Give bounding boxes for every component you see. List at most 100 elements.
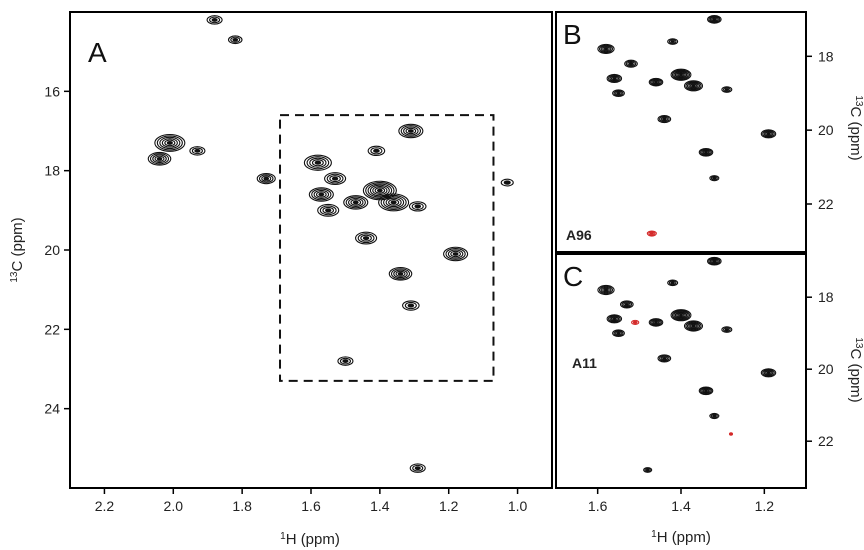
contour-ring [667,38,679,45]
contour-ring [712,259,717,263]
y-tick-label: 22 [44,321,60,337]
contour-ring [700,387,712,395]
contour-ring [331,176,339,181]
x-tick-label: 1.6 [588,498,608,514]
contour-ring [698,147,714,157]
contour-ring [689,83,698,89]
contour-peak [443,246,469,262]
contour-ring [624,59,638,68]
contour-ring [651,319,661,326]
contour-ring [606,314,623,324]
contour-ring [679,313,683,317]
contour-ring [698,386,714,396]
contour-ring [194,148,201,153]
contour-ring [390,200,397,205]
contour-ring [159,136,181,150]
contour-ring [232,37,239,42]
contour-ring [409,463,426,473]
contour-ring [616,91,621,95]
contour-ring [674,71,688,79]
contour-ring [503,180,511,185]
contour-ring [367,145,386,157]
contour-peak [189,146,206,156]
contour-ring [708,15,721,23]
contour-peak [760,129,777,139]
panel-a-x-axis-label: 1H (ppm) [280,531,340,549]
contour-ring [500,178,514,187]
contour-ring [648,318,664,327]
contour-ring [372,185,388,196]
contour-ring [303,154,332,171]
panel-c-letter: C [563,261,583,292]
contour-ring [674,311,688,319]
contour-peak [324,172,347,186]
contour-ring [643,467,653,473]
contour-ring [709,16,719,23]
contour-ring [662,356,667,360]
contour-ring [650,78,662,86]
contour-ring [619,300,634,309]
contour-ring [710,413,718,419]
contour-ring [721,86,733,93]
contour-ring [685,321,702,331]
contour-ring [263,176,270,181]
contour-ring [154,133,186,152]
contour-ring [627,61,635,67]
highlighted-peak [631,319,640,325]
contour-ring [683,80,704,92]
contour-ring [342,359,349,364]
contour-peak [500,178,514,187]
contour-ring [645,468,650,472]
contour-ring [624,302,629,306]
contour-ring [648,77,664,87]
contour-ring [712,176,717,180]
contour-ring [147,151,172,166]
contour-ring [600,45,612,53]
contour-ring [258,174,274,183]
contour-ring [597,43,615,55]
contour-peak [398,123,424,139]
contour-ring [762,130,775,138]
panel-c-peaks [597,256,777,473]
contour-ring [625,60,637,67]
contour-ring [631,319,640,325]
x-tick-label: 1.8 [232,498,252,514]
contour-ring [404,301,417,310]
contour-ring [447,249,464,259]
panel-c-ticks: 1.6 1.4 1.2 18 20 22 [588,289,834,514]
contour-ring [315,191,327,198]
contour-ring [390,268,411,280]
contour-ring [709,412,720,420]
contour-ring [166,140,173,145]
contour-ring [407,129,414,133]
contour-peak [707,256,722,266]
contour-ring [615,91,622,96]
x-tick-label: 1.2 [755,498,775,514]
contour-ring [408,201,427,212]
panel-b-letter: B [563,19,582,50]
contour-ring [724,88,730,92]
contour-ring [670,309,692,322]
contour-peak [648,318,664,327]
contour-peak [317,203,340,217]
contour-ring [685,81,702,91]
contour-ring [668,39,677,44]
contour-peak [343,195,369,210]
contour-ring [676,71,686,78]
contour-ring [691,324,696,328]
contour-ring [393,269,408,279]
contour-ring [612,89,625,98]
contour-ring [326,173,344,184]
contour-ring [411,202,424,210]
contour-ring [668,280,677,286]
contour-ring [710,175,718,181]
contour-ring [613,330,624,337]
contour-peak [597,43,615,55]
contour-peak [337,356,354,366]
contour-ring [380,194,407,210]
contour-peak [355,231,378,245]
contour-ring [211,17,218,22]
x-tick-label: 2.2 [95,498,115,514]
contour-ring [610,76,618,81]
contour-ring [702,150,710,155]
